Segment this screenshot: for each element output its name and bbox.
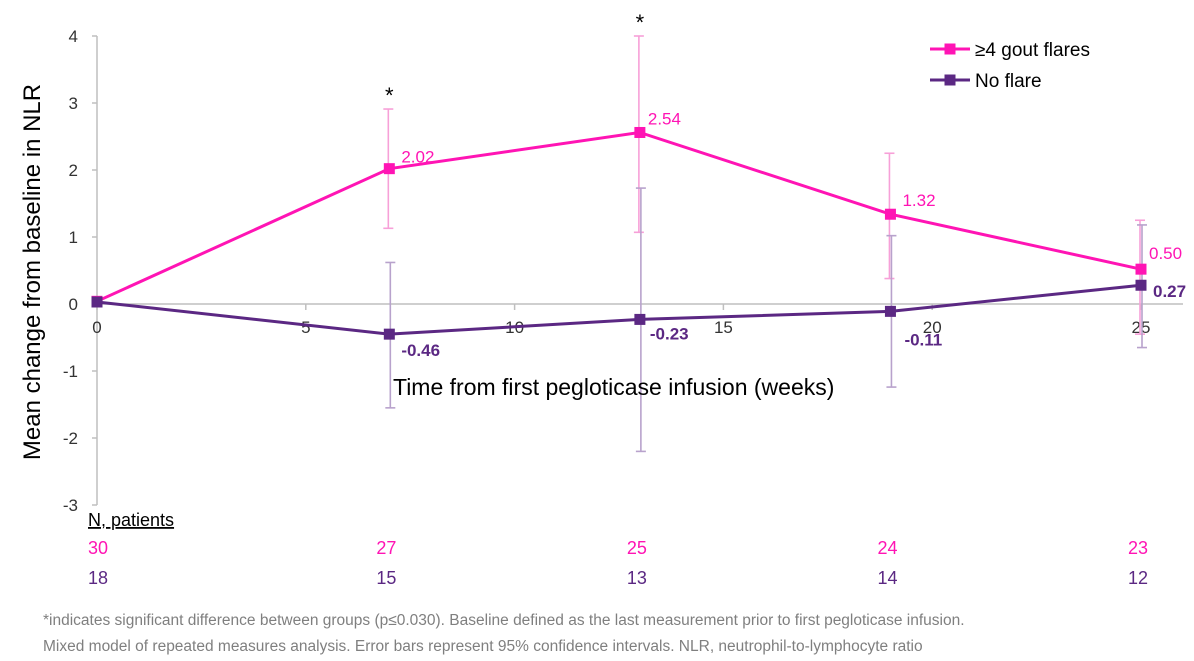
y-tick-label: 2	[69, 161, 78, 180]
point-no-flare	[634, 313, 646, 325]
y-tick-label: -2	[63, 429, 78, 448]
data-label-flares: 0.50	[1149, 244, 1182, 263]
y-tick-label: 4	[69, 27, 78, 46]
x-tick-label: 15	[714, 318, 733, 337]
point-no-flare	[884, 305, 896, 317]
legend-label: No flare	[975, 71, 1042, 92]
n-patients-header: N, patients	[88, 510, 174, 530]
n-patients-value: 14	[877, 568, 897, 588]
data-label-no-flare: -0.11	[904, 330, 942, 349]
data-label-flares: 2.54	[648, 109, 681, 128]
series-line-no-flare	[96, 283, 1142, 336]
point-flares	[383, 163, 395, 175]
n-patients-value: 23	[1128, 538, 1148, 558]
legend-marker	[944, 43, 956, 55]
point-no-flare	[383, 328, 395, 340]
legend: ≥4 gout flares No flare	[930, 40, 1090, 92]
point-no-flare	[1135, 279, 1147, 291]
point-flares	[1135, 263, 1147, 275]
x-tick-label: 0	[92, 318, 101, 337]
n-patients-value: 27	[376, 538, 396, 558]
y-tick-label: -1	[63, 362, 78, 381]
data-labels: 2.02 2.54 1.32 0.50 -0.46 -0.23 -0.11 0.27	[401, 109, 1186, 360]
significance-markers: **	[385, 10, 645, 108]
data-label-flares: 1.32	[902, 191, 935, 210]
n-patients-value: 15	[376, 568, 396, 588]
data-label-no-flare: -0.23	[650, 324, 689, 343]
significance-star: *	[385, 83, 394, 108]
n-patients-value: 30	[88, 538, 108, 558]
y-tick-label: -3	[63, 496, 78, 515]
legend-label: ≥4 gout flares	[975, 40, 1090, 61]
y-tick-labels: 4 3 2 1 0 -1 -2 -3	[63, 27, 97, 515]
n-patients-value: 25	[627, 538, 647, 558]
y-tick-label: 0	[69, 295, 78, 314]
x-tick-label: 25	[1132, 318, 1151, 337]
x-tick-label: 20	[923, 318, 942, 337]
point-flares	[884, 208, 896, 220]
point-no-flare	[91, 296, 103, 308]
data-label-flares: 2.02	[401, 148, 434, 167]
y-tick-label: 1	[69, 228, 78, 247]
y-axis-title: Mean change from baseline in NLR	[19, 84, 46, 460]
data-label-no-flare: 0.27	[1153, 282, 1186, 301]
footnote-line-1: *indicates significant difference betwee…	[43, 612, 965, 629]
y-tick-label: 3	[69, 94, 78, 113]
significance-star: *	[636, 10, 645, 35]
series-line-flares	[96, 130, 1142, 303]
n-patients-rows: 30 27 25 24 23 18 15 13 14 12	[88, 538, 1148, 588]
axes	[96, 36, 1183, 505]
data-points	[91, 126, 1147, 340]
x-axis-title: Time from first pegloticase infusion (we…	[393, 374, 834, 400]
legend-marker	[944, 74, 956, 86]
data-label-no-flare: -0.46	[401, 341, 440, 360]
n-patients-value: 18	[88, 568, 108, 588]
n-patients-value: 13	[627, 568, 647, 588]
point-flares	[634, 126, 646, 138]
x-tick-label: 5	[301, 318, 310, 337]
n-patients-value: 24	[877, 538, 897, 558]
footnote-line-2: Mixed model of repeated measures analysi…	[43, 638, 923, 655]
n-patients-value: 12	[1128, 568, 1148, 588]
